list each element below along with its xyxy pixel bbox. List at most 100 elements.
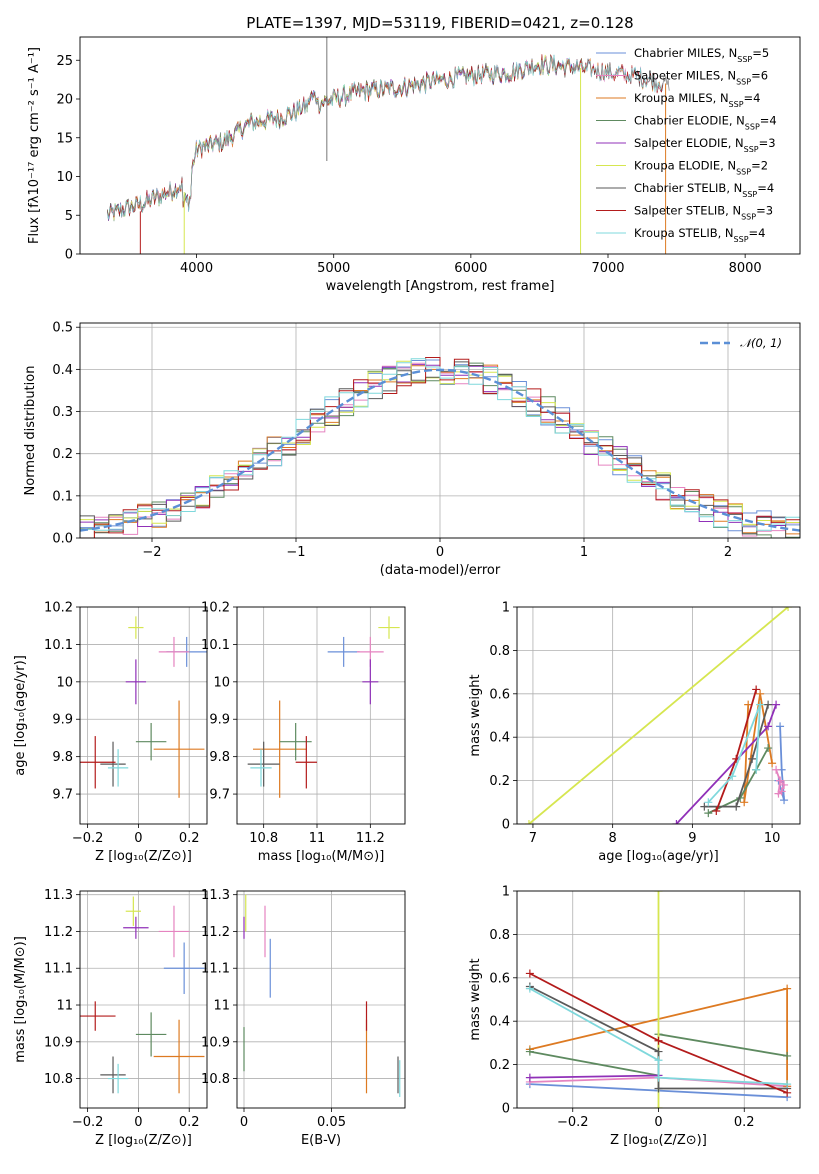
x-tick-label: 6000: [454, 261, 487, 276]
x-axis-label: (data-model)/error: [380, 563, 501, 578]
y-tick-label: 11.2: [44, 925, 73, 940]
y-axis-label: mass [log₁₀(M/M⊙)]: [13, 936, 28, 1063]
y-tick-label: 11.3: [44, 888, 73, 903]
x-tick-label: 7000: [591, 261, 624, 276]
weight-marker: [774, 789, 783, 798]
y-tick-label: 11.2: [201, 925, 230, 940]
x-tick-label: 0: [134, 1115, 142, 1130]
plot-area: [80, 357, 800, 538]
y-axis-label: mass weight: [468, 958, 483, 1040]
x-tick-label: 10: [764, 831, 781, 846]
axes-weight-vs-age: 7 8 9 10 0 0.2 0.4 0.6 0.8 1 age [log₁₀(age/yr)] ma…: [468, 601, 801, 864]
legend-label: Chabrier STELIB, NSSP=4: [634, 181, 774, 199]
spectrum-line-salpeter-elodie: [107, 57, 581, 221]
x-tick-label: 0.05: [317, 1115, 346, 1130]
legend-label: Chabrier MILES, NSSP=5: [634, 46, 769, 64]
y-tick-label: 0.5: [52, 321, 73, 336]
x-tick-label: 4000: [180, 261, 213, 276]
y-tick-label: 11: [56, 999, 73, 1014]
weight-marker: [744, 700, 753, 709]
y-tick-label: 0.6: [489, 687, 510, 702]
y-axis-label: mass weight: [468, 674, 483, 756]
x-tick-label: 8000: [729, 261, 762, 276]
legend-nssp: =3: [759, 136, 776, 150]
legend-label: Kroupa MILES, NSSP=4: [634, 91, 760, 109]
weight-marker: [756, 689, 765, 698]
weight-line-salpeter-stelib: [715, 689, 758, 812]
y-tick-label: 20: [56, 93, 73, 108]
y-tick-label: 0.8: [489, 644, 510, 659]
y-tick-label: 0.4: [489, 1015, 510, 1030]
x-axis-label: age [log₁₀(age/yr)]: [598, 849, 719, 864]
x-tick-label: 11.2: [356, 831, 385, 846]
weight-marker: [712, 806, 721, 815]
axes-frame: [236, 890, 406, 1109]
weight-marker: [756, 700, 765, 709]
weight-marker: [764, 700, 773, 709]
y-axis-label: Flux [fλ10⁻¹⁷ erg cm⁻² s⁻¹ A⁻¹]: [27, 47, 42, 244]
y-tick-label: 15: [56, 131, 73, 146]
axes-spectrum: 4000 5000 6000 7000 8000 0 5 10 15 20 25 wavelength…: [27, 36, 801, 294]
y-tick-label: 0.4: [52, 363, 73, 378]
axes-age-vs-Z: −0.2 0 0.2 9.7 9.8 9.9 10 10.1 10.2 Z [log₁₀(Z/Z⊙…: [13, 601, 208, 864]
legend-label: Kroupa ELODIE, NSSP=2: [634, 159, 768, 177]
legend-nssp: =4: [744, 91, 761, 105]
weight-marker: [524, 820, 533, 824]
weight-marker: [654, 1056, 663, 1065]
x-axis-label: E(B-V): [301, 1133, 341, 1148]
x-axis-label: Z [log₁₀(Z/Z⊙)]: [610, 1133, 707, 1148]
weight-marker: [784, 607, 793, 611]
legend-nssp: =4: [757, 181, 774, 195]
legend-subscript: SSP: [741, 212, 756, 221]
legend-subscript: SSP: [737, 55, 752, 64]
x-tick-label: 11: [309, 831, 326, 846]
x-tick-label: 1: [580, 545, 588, 560]
y-tick-label: 0.2: [489, 1058, 510, 1073]
weight-marker: [764, 722, 773, 731]
x-tick-label: 0.2: [734, 1115, 755, 1130]
x-tick-label: 7: [529, 831, 537, 846]
weight-marker: [780, 796, 789, 805]
y-tick-label: 11.1: [201, 962, 230, 977]
weight-marker: [525, 984, 534, 993]
legend-subscript: SSP: [744, 145, 759, 154]
x-tick-label: −0.2: [557, 1115, 589, 1130]
legend-nssp: =4: [760, 114, 777, 128]
axes-frame: [516, 606, 801, 825]
y-tick-label: 5: [65, 209, 73, 224]
spectrum-line-kroupa-stelib: [107, 54, 663, 220]
weight-line-kroupa-stelib: [707, 704, 761, 803]
weight-marker: [654, 1073, 663, 1082]
y-tick-label: 10.2: [201, 601, 230, 616]
axes-mass-vs-ebv: 0 0.05 10.8 10.9 11 11.1 11.2 11.3 E(B-V): [201, 888, 406, 1148]
y-tick-label: 0: [502, 818, 510, 833]
y-tick-label: 9.7: [52, 788, 73, 803]
x-tick-label: 0.2: [179, 831, 200, 846]
y-tick-label: 10.9: [44, 1035, 73, 1050]
x-tick-label: −0.2: [72, 831, 104, 846]
weight-line-salpeter-elodie: [529, 1074, 659, 1079]
weight-marker: [700, 802, 709, 811]
weight-marker: [783, 1080, 792, 1089]
y-tick-label: 10.2: [44, 601, 73, 616]
legend-subscript: SSP: [734, 235, 749, 244]
axes-frame: [79, 36, 801, 255]
y-tick-label: 0.2: [52, 447, 73, 462]
legend-label: Kroupa STELIB, NSSP=4: [634, 226, 765, 244]
axes-frame: [79, 890, 208, 1109]
y-tick-label: 0.3: [52, 405, 73, 420]
y-tick-label: 0.8: [489, 928, 510, 943]
weight-marker: [525, 969, 534, 978]
y-tick-label: 0.6: [489, 971, 510, 986]
y-tick-label: 0.0: [52, 532, 73, 547]
legend-nssp: =3: [756, 204, 773, 218]
weight-marker: [768, 759, 777, 768]
y-tick-label: 10.1: [201, 638, 230, 653]
y-tick-label: 0.1: [52, 489, 73, 504]
x-axis-label: wavelength [Angstrom, rest frame]: [326, 279, 555, 294]
weight-marker: [654, 1036, 663, 1045]
weight-marker: [654, 891, 663, 895]
normal-curve: [80, 368, 800, 532]
plot-area: [80, 616, 207, 798]
weight-marker: [654, 1084, 663, 1093]
